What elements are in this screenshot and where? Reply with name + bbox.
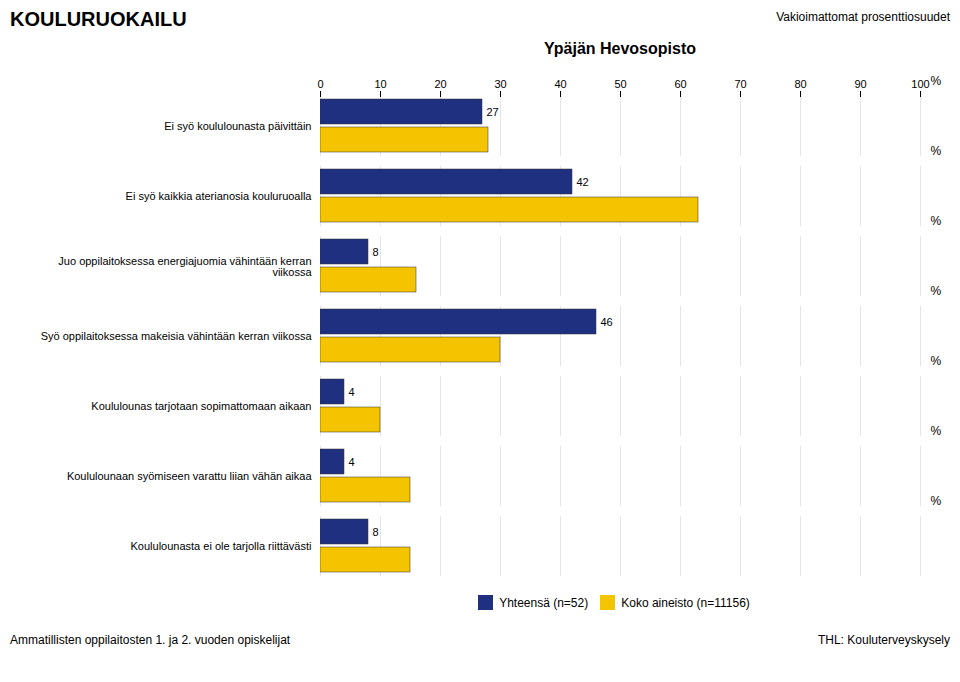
svg-text:Koululounas tarjotaan sopimatt: Koululounas tarjotaan sopimattomaan aika… (91, 400, 311, 412)
svg-text:8: 8 (373, 526, 379, 538)
svg-text:70: 70 (734, 78, 746, 90)
svg-text:%: % (931, 284, 942, 298)
svg-text:50: 50 (614, 78, 626, 90)
svg-text:0: 0 (317, 78, 323, 90)
html-text:Ammatillisten oppilaitosten 1.: Ammatillisten oppilaitosten 1. ja 2. vuo… (10, 633, 291, 647)
svg-text:%: % (931, 144, 942, 158)
svg-text:Juo oppilaitoksessa energiajuo: Juo oppilaitoksessa energiajuomia vähint… (58, 255, 312, 278)
svg-text:4: 4 (349, 456, 355, 468)
svg-text:%: % (931, 74, 942, 88)
html-text:Yhteensä (n=52): Yhteensä (n=52) (499, 595, 589, 610)
svg-text:46: 46 (601, 316, 613, 328)
html-text:Vakioimattomat prosenttiosuude: Vakioimattomat prosenttiosuudet (776, 10, 950, 24)
svg-text:80: 80 (794, 78, 806, 90)
svg-text:Ei syö koululounasta päivittäi: Ei syö koululounasta päivittäin (164, 120, 311, 132)
html-text:Koko aineisto (n=11156): Koko aineisto (n=11156) (621, 595, 750, 610)
svg-text:%: % (931, 424, 942, 438)
svg-text:20: 20 (434, 78, 446, 90)
svg-text:30: 30 (494, 78, 506, 90)
svg-text:42: 42 (577, 176, 589, 188)
svg-text:27: 27 (487, 106, 499, 118)
svg-text:100: 100 (911, 78, 929, 90)
svg-text:Ei syö kaikkia aterianosia kou: Ei syö kaikkia aterianosia kouluruoalla (126, 190, 313, 202)
svg-text:60: 60 (674, 78, 686, 90)
svg-text:Koululounaan syömiseen varattu: Koululounaan syömiseen varattu liian väh… (67, 470, 312, 482)
svg-text:%: % (931, 354, 942, 368)
svg-text:4: 4 (349, 386, 355, 398)
svg-text:%: % (931, 494, 942, 508)
svg-text:90: 90 (854, 78, 866, 90)
svg-text:40: 40 (554, 78, 566, 90)
svg-text:Koululounasta ei ole tarjolla: Koululounasta ei ole tarjolla riittäväst… (131, 540, 312, 552)
html-text:KOULURUOKAILU: KOULURUOKAILU (10, 8, 187, 30)
svg-text:8: 8 (373, 246, 379, 258)
svg-text:%: % (931, 214, 942, 228)
svg-text:Syö oppilaitoksessa makeisia v: Syö oppilaitoksessa makeisia vähintään k… (41, 330, 313, 342)
html-text:Ypäjän Hevosopisto: Ypäjän Hevosopisto (544, 40, 696, 57)
svg-text:10: 10 (374, 78, 386, 90)
html-text:THL: Kouluterveyskysely: THL: Kouluterveyskysely (818, 633, 950, 647)
